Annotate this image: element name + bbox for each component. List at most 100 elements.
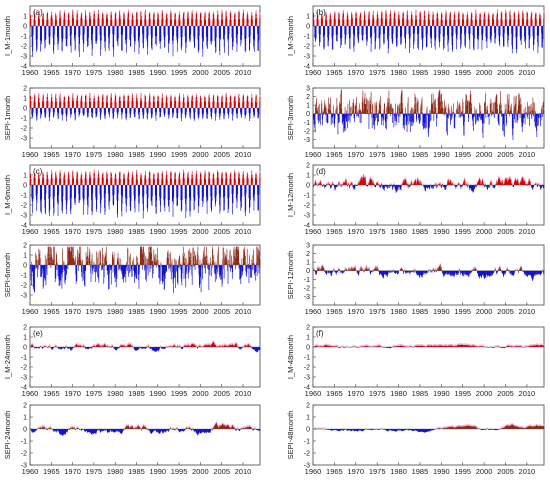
negative-bar [95,26,97,44]
negative-bar [357,113,358,116]
negative-bar [404,113,405,130]
negative-bar [44,185,46,208]
positive-bar [346,14,348,26]
negative-bar [118,108,119,113]
negative-bar [485,26,487,42]
envelope-mark [256,24,258,26]
positive-bar [487,109,488,114]
negative-bar [375,26,376,49]
positive-bar [166,95,167,108]
negative-bar [202,185,204,204]
envelope-mark [37,16,39,19]
negative-bar [219,26,221,56]
negative-bar [383,26,385,44]
envelope-mark [90,17,91,19]
x-tick-label: 1980 [107,150,124,159]
positive-bar [450,19,452,26]
positive-bar [514,106,516,114]
positive-bar [234,170,236,185]
envelope-mark [460,110,462,112]
positive-bar [107,178,109,185]
positive-bar [428,14,429,26]
negative-bar [409,113,410,122]
negative-bar [344,113,345,129]
negative-bar [31,185,33,198]
x-tick-label: 1990 [149,150,166,159]
envelope-mark [218,17,219,20]
positive-bar [184,178,185,185]
envelope-mark [351,111,353,114]
positive-bar [242,10,244,26]
envelope-mark [84,176,86,178]
negative-bar [387,26,389,41]
negative-bar [423,113,425,130]
negative-bar [210,108,211,112]
negative-bar [521,26,522,39]
positive-bar [153,95,154,108]
envelope-mark [237,99,239,102]
negative-bar [477,113,478,117]
negative-bar [130,108,132,112]
positive-bar [513,96,515,114]
negative-bar [393,113,395,128]
negative-bar [322,26,324,38]
positive-bar [132,13,133,26]
positive-bar [445,107,446,114]
envelope-mark [416,24,418,26]
envelope-mark [52,99,53,102]
negative-bar [75,108,77,113]
positive-bar [347,15,349,26]
positive-bar [169,19,171,26]
envelope-mark [153,172,155,174]
negative-bar [207,185,208,201]
positive-bar [119,96,121,108]
negative-bar [414,26,415,34]
positive-bar [47,178,49,185]
positive-bar [415,15,416,26]
negative-bar [214,26,216,41]
negative-bar [137,185,139,197]
positive-bar [251,15,253,26]
negative-bar [65,26,67,47]
negative-bar [244,185,246,213]
positive-bar [379,103,380,114]
envelope-mark [367,108,369,110]
positive-bar [394,18,396,26]
envelope-mark [348,24,349,26]
envelope-mark [229,18,231,20]
positive-bar [98,177,100,185]
envelope-mark [106,171,107,174]
envelope-mark [110,11,112,14]
positive-bar [358,103,360,114]
envelope-mark [522,11,524,14]
positive-bar [89,96,90,108]
positive-bar [441,13,442,26]
positive-bar [93,10,95,26]
envelope-mark [350,17,352,20]
negative-bar [377,113,378,126]
envelope-mark [315,101,317,103]
negative-bar [45,26,46,40]
negative-bar [113,108,115,112]
envelope-mark [107,172,108,175]
positive-bar [540,15,541,26]
positive-bar [203,101,205,108]
envelope-mark [89,10,91,13]
envelope-mark [466,13,468,15]
envelope-mark [398,106,400,109]
negative-bar [506,113,507,124]
positive-bar [428,14,430,26]
envelope-mark [33,99,35,102]
negative-bar [428,113,430,123]
negative-bar [147,26,148,55]
envelope-mark [259,12,261,15]
negative-bar [220,26,221,39]
positive-bar [499,105,501,114]
envelope-mark [132,12,133,14]
envelope-mark [375,103,377,106]
positive-bar [365,104,367,114]
envelope-mark [344,105,346,108]
positive-bar [453,14,455,26]
negative-bar [232,185,234,204]
positive-bar [157,12,159,26]
